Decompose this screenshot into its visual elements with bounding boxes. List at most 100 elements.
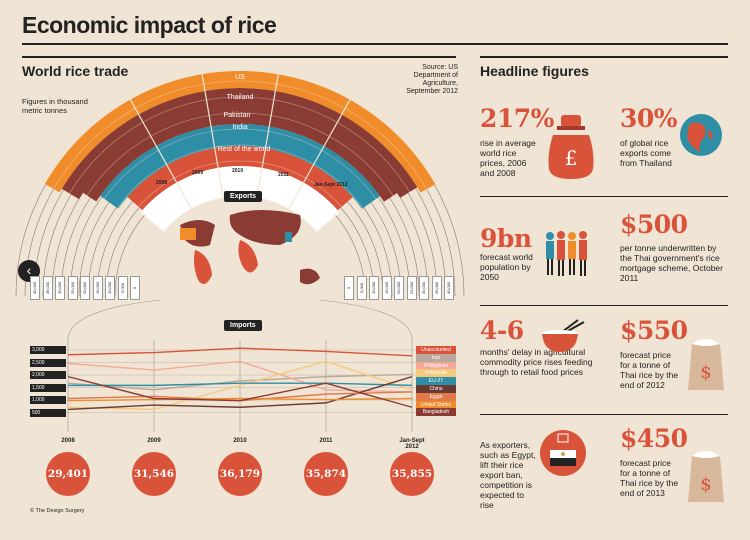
year-label: 2008 [61,438,75,444]
arc-ring [53,80,427,190]
arc-separator [256,74,279,198]
headline-title: Headline figures [480,63,589,79]
arc-label: Rest of the world [217,146,271,153]
legend-item: Bangladesh [416,408,456,417]
stat-big-5: 4-6 [480,316,524,345]
arc-separator [129,99,192,209]
map-us [180,228,196,240]
rice-bowl-icon [542,319,585,352]
arc-ring [122,160,358,230]
sack-symbol: $ [700,362,711,383]
stat-big-6: $550 [620,316,688,345]
imports-line-chart [30,299,456,432]
legend-item: Philippines [416,361,456,370]
credit: © The Design Surgery [30,508,85,514]
money-bag-icon: £ [548,115,594,179]
legend-item: China [416,385,456,393]
people-icon [546,231,587,276]
stat-big-8: $450 [620,424,688,453]
stat-text-4: per tonne underwritten by the Thai gover… [620,243,723,283]
stat-text-1: rise in average world rice prices, 2006 … [480,138,536,178]
band-india [100,123,380,209]
series-line [67,347,413,357]
band-rest-of-world [127,145,353,211]
trade-rule [22,56,456,58]
connector [319,299,413,341]
rice-sack-icon: $ [688,339,724,390]
year-label: 2009 [147,438,161,444]
legend-item: Iran [416,353,456,362]
arc-label: Pakistan [223,112,251,119]
globe-icon [680,114,722,156]
stat-big-1: 217% [480,104,554,133]
total-circle: 35,874 [304,452,348,496]
series-line [67,375,413,408]
y-tick-label: 1,000 [30,396,66,404]
stat-big-2: 30% [620,104,678,133]
arc-chart [15,71,465,297]
headline-rule [480,56,728,58]
series-line [67,373,413,391]
sack-symbol-2: $ [700,474,711,495]
y-tick-label: 2,000 [30,371,66,379]
legend-item: Unaccounted [416,346,456,354]
arc-label: Thailand [226,94,254,101]
total-circle: 35,855 [390,452,434,496]
arc-year-label: 2009 [192,170,204,176]
divider-1 [480,196,728,197]
year-label: 2011 [319,438,333,444]
series-line [67,360,413,393]
legend-item: Indonesia [416,369,456,378]
year-label: Jan-Sept 2012 [399,438,425,450]
band-us [44,71,436,193]
y-tick-label: 1,500 [30,383,66,392]
y-tick-label: 500 [30,408,66,417]
series-line [67,360,413,411]
stat-big-4: $500 [620,210,688,239]
stat-text-8: forecast price for a tonne of Thai rice … [620,458,679,498]
series-line [67,397,413,402]
map-region [194,250,212,284]
legend-item: United States [416,400,456,409]
band-thailand [61,87,418,200]
stat-text-2: of global rice exports come from Thailan… [620,138,672,168]
map-india [285,232,292,242]
map-region [229,210,301,245]
trade-title: World rice trade [22,63,129,79]
title-rule [22,43,728,45]
divider-2 [480,305,728,306]
arc-year-label: Jan-Sept 2012 [314,182,348,188]
stat-big-3: 9bn [480,224,532,253]
imports-label: Imports [224,320,262,331]
series-line [67,375,413,411]
arc-ring [80,112,400,206]
page-title: Economic impact of rice [22,12,277,38]
arc-year-label: 2011 [278,172,289,178]
total-circle: 36,179 [218,452,262,496]
arc-separator [201,74,224,198]
series-line [68,382,413,387]
legend-item: Egypt [416,392,456,401]
total-circle: 29,401 [46,452,90,496]
trade-units: Figures in thousand metric tonnes [22,97,88,115]
y-tick-label: 3,000 [30,346,66,354]
arc-label: India [232,124,248,131]
map-region [300,268,320,285]
total-circle: 31,546 [132,452,176,496]
divider-3 [480,414,728,415]
stat-text-7: As exporters, such as Egypt, lift their … [480,440,536,510]
year-band [140,166,340,232]
rice-sack-icon-2: $ [688,451,724,502]
arc-year-label: 2010 [232,168,244,174]
stat-text-6: forecast price for a tonne of Thai rice … [620,350,679,390]
arc-ring [94,128,386,214]
y-tick-label: 2,500 [30,358,66,367]
legend-item: EU-27 [416,377,456,386]
stat-text-3: forecast world population by 2050 [480,252,533,282]
arc-ring [108,144,372,222]
arc-label: US [235,74,245,81]
map-region [238,240,258,273]
connector [67,299,161,341]
money-symbol: £ [565,146,578,170]
stat-text-5: months' delay in agricultural commodity … [480,347,593,377]
